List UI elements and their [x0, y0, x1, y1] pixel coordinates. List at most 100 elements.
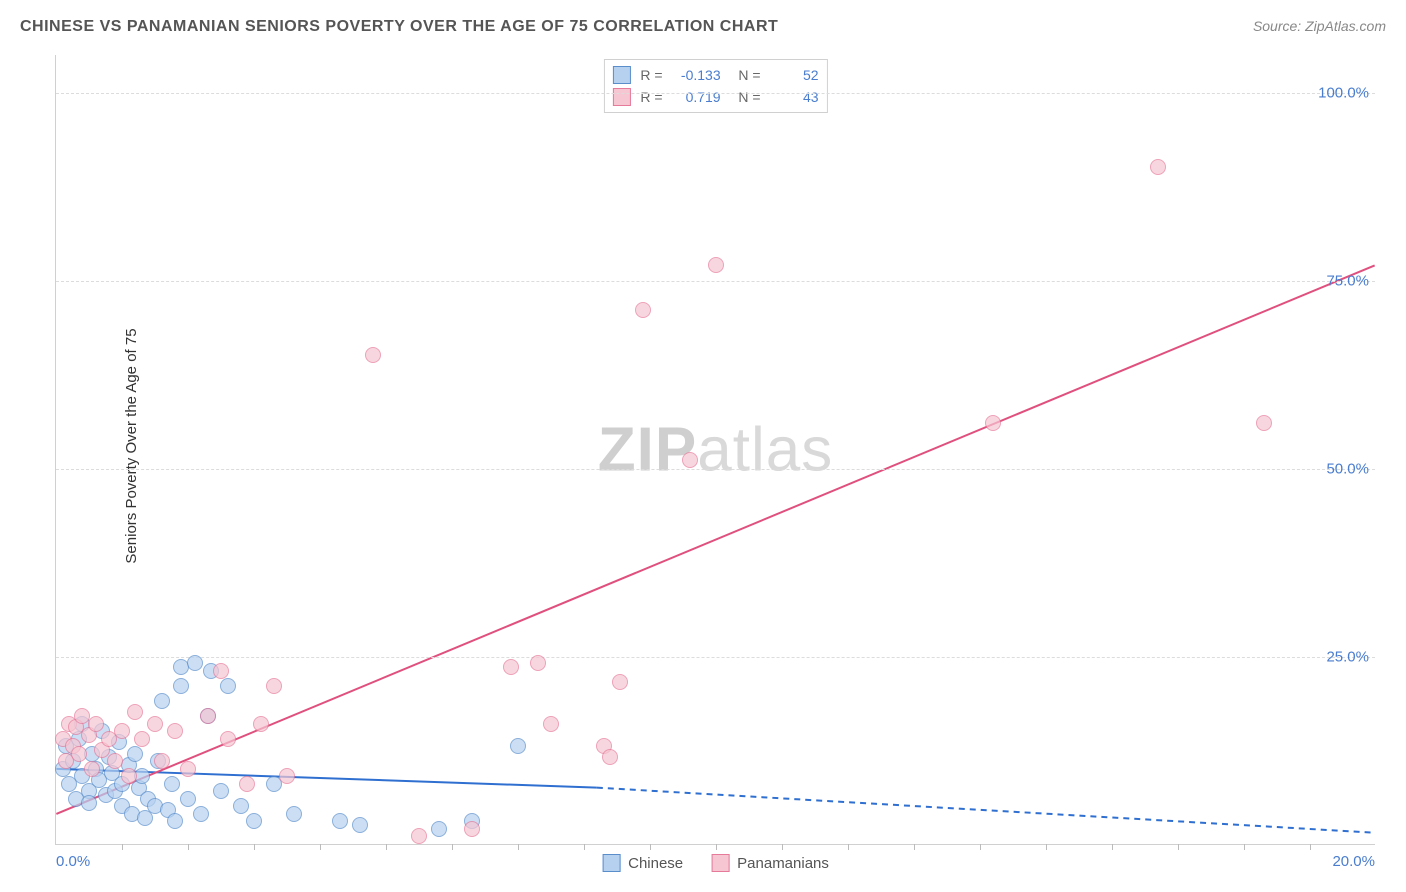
data-point [352, 817, 368, 833]
data-point [279, 768, 295, 784]
r-value-panamanians: 0.719 [673, 89, 721, 105]
data-point [107, 753, 123, 769]
data-point [332, 813, 348, 829]
data-point [180, 791, 196, 807]
x-tick [452, 844, 453, 850]
gridline [56, 93, 1375, 94]
x-tick [188, 844, 189, 850]
data-point [173, 678, 189, 694]
data-point [411, 828, 427, 844]
data-point [180, 761, 196, 777]
data-point [365, 347, 381, 363]
data-point [200, 708, 216, 724]
x-tick [320, 844, 321, 850]
data-point [88, 716, 104, 732]
data-point [503, 659, 519, 675]
data-point [167, 813, 183, 829]
x-tick [716, 844, 717, 850]
x-tick [1244, 844, 1245, 850]
data-point [464, 821, 480, 837]
x-tick [122, 844, 123, 850]
data-point [213, 783, 229, 799]
y-tick-label: 75.0% [1326, 272, 1369, 289]
legend-swatch-panamanians [711, 854, 729, 872]
chart-title: CHINESE VS PANAMANIAN SENIORS POVERTY OV… [20, 18, 778, 36]
x-tick-max: 20.0% [1332, 853, 1375, 870]
data-point [127, 704, 143, 720]
x-tick [980, 844, 981, 850]
data-point [164, 776, 180, 792]
data-point [81, 795, 97, 811]
data-point [985, 415, 1001, 431]
n-value-panamanians: 43 [771, 89, 819, 105]
trend-line [56, 265, 1374, 814]
x-tick [386, 844, 387, 850]
legend-label-chinese: Chinese [628, 855, 683, 872]
scatter-chart: ZIPatlas R = -0.133 N = 52 R = 0.719 N =… [55, 55, 1375, 845]
stats-row-chinese: R = -0.133 N = 52 [612, 64, 818, 86]
data-point [510, 738, 526, 754]
x-tick [1310, 844, 1311, 850]
x-tick [650, 844, 651, 850]
data-point [233, 798, 249, 814]
data-point [635, 302, 651, 318]
legend-item-panamanians: Panamanians [711, 854, 829, 872]
data-point [84, 761, 100, 777]
x-tick [1046, 844, 1047, 850]
data-point [530, 655, 546, 671]
data-point [253, 716, 269, 732]
data-point [220, 678, 236, 694]
data-point [239, 776, 255, 792]
swatch-chinese [612, 66, 630, 84]
data-point [71, 746, 87, 762]
x-tick [518, 844, 519, 850]
n-value-chinese: 52 [771, 67, 819, 83]
x-tick [254, 844, 255, 850]
x-tick [782, 844, 783, 850]
data-point [220, 731, 236, 747]
data-point [147, 716, 163, 732]
data-point [134, 731, 150, 747]
data-point [246, 813, 262, 829]
legend: Chinese Panamanians [602, 854, 829, 872]
x-tick [914, 844, 915, 850]
legend-label-panamanians: Panamanians [737, 855, 829, 872]
legend-swatch-chinese [602, 854, 620, 872]
trend-line-dashed [597, 788, 1375, 833]
swatch-panamanians [612, 88, 630, 106]
legend-item-chinese: Chinese [602, 854, 683, 872]
y-tick-label: 100.0% [1318, 84, 1369, 101]
data-point [121, 768, 137, 784]
data-point [167, 723, 183, 739]
data-point [1150, 159, 1166, 175]
data-point [213, 663, 229, 679]
data-point [193, 806, 209, 822]
x-tick [1112, 844, 1113, 850]
y-tick-label: 25.0% [1326, 648, 1369, 665]
data-point [114, 723, 130, 739]
stats-box: R = -0.133 N = 52 R = 0.719 N = 43 [603, 59, 827, 113]
gridline [56, 281, 1375, 282]
data-point [286, 806, 302, 822]
data-point [612, 674, 628, 690]
r-value-chinese: -0.133 [673, 67, 721, 83]
data-point [187, 655, 203, 671]
data-point [602, 749, 618, 765]
x-tick [584, 844, 585, 850]
stats-row-panamanians: R = 0.719 N = 43 [612, 86, 818, 108]
data-point [127, 746, 143, 762]
data-point [154, 753, 170, 769]
data-point [266, 678, 282, 694]
data-point [682, 452, 698, 468]
header: CHINESE VS PANAMANIAN SENIORS POVERTY OV… [20, 18, 1386, 36]
gridline [56, 657, 1375, 658]
y-tick-label: 50.0% [1326, 460, 1369, 477]
gridline [56, 469, 1375, 470]
data-point [431, 821, 447, 837]
x-tick [1178, 844, 1179, 850]
data-point [154, 693, 170, 709]
data-point [1256, 415, 1272, 431]
x-tick [848, 844, 849, 850]
data-point [708, 257, 724, 273]
data-point [543, 716, 559, 732]
